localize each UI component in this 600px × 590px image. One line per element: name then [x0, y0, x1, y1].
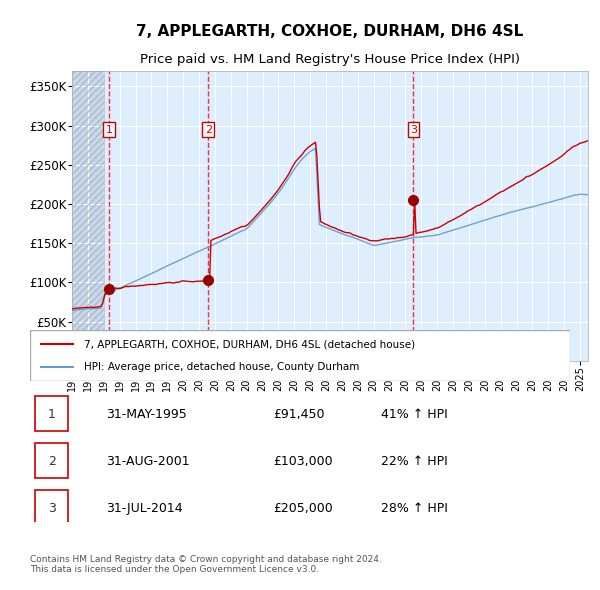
Text: 1: 1	[47, 408, 56, 421]
Text: 3: 3	[410, 124, 417, 135]
Text: HPI: Average price, detached house, County Durham: HPI: Average price, detached house, Coun…	[84, 362, 359, 372]
Text: 7, APPLEGARTH, COXHOE, DURHAM, DH6 4SL (detached house): 7, APPLEGARTH, COXHOE, DURHAM, DH6 4SL (…	[84, 339, 415, 349]
Text: 22% ↑ HPI: 22% ↑ HPI	[381, 455, 448, 468]
Text: Price paid vs. HM Land Registry's House Price Index (HPI): Price paid vs. HM Land Registry's House …	[140, 53, 520, 66]
Text: 31-AUG-2001: 31-AUG-2001	[106, 455, 189, 468]
Text: 41% ↑ HPI: 41% ↑ HPI	[381, 408, 448, 421]
Text: 1: 1	[106, 124, 113, 135]
FancyBboxPatch shape	[35, 396, 68, 431]
Text: 28% ↑ HPI: 28% ↑ HPI	[381, 502, 448, 515]
Text: 3: 3	[47, 502, 56, 515]
Text: 2: 2	[47, 455, 56, 468]
Text: Contains HM Land Registry data © Crown copyright and database right 2024.
This d: Contains HM Land Registry data © Crown c…	[30, 555, 382, 574]
Bar	[72, 71, 104, 360]
Text: 31-JUL-2014: 31-JUL-2014	[106, 502, 182, 515]
FancyBboxPatch shape	[30, 330, 570, 381]
Text: £205,000: £205,000	[273, 502, 333, 515]
Text: £103,000: £103,000	[273, 455, 332, 468]
Bar	[72, 71, 104, 360]
Text: 31-MAY-1995: 31-MAY-1995	[106, 408, 187, 421]
Text: 7, APPLEGARTH, COXHOE, DURHAM, DH6 4SL: 7, APPLEGARTH, COXHOE, DURHAM, DH6 4SL	[136, 24, 524, 38]
Text: £91,450: £91,450	[273, 408, 325, 421]
FancyBboxPatch shape	[35, 490, 68, 525]
FancyBboxPatch shape	[35, 443, 68, 478]
Text: 2: 2	[205, 124, 212, 135]
